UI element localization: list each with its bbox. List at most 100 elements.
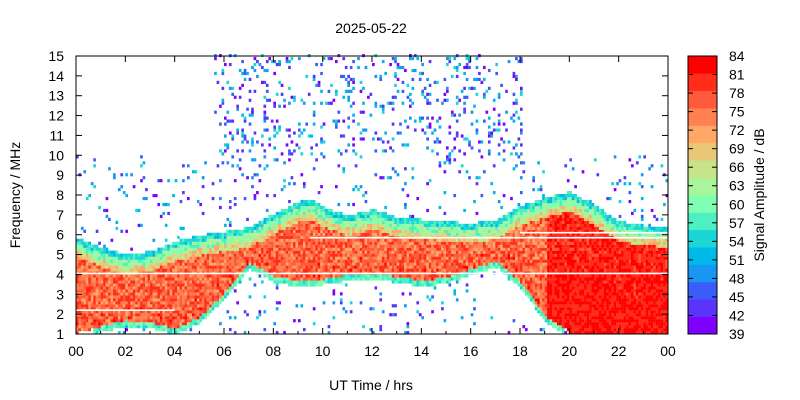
heatmap-cell <box>359 262 363 266</box>
heatmap-cell <box>409 238 412 242</box>
heatmap-cell <box>140 280 143 284</box>
heatmap-cell <box>453 250 457 254</box>
heatmap-cell <box>307 268 311 272</box>
heatmap-cell <box>85 250 89 254</box>
heatmap-cell <box>154 316 158 320</box>
heatmap-cell <box>305 268 309 272</box>
heatmap-cell <box>320 208 323 213</box>
heatmap-cell <box>76 307 79 311</box>
heatmap-cell <box>113 277 116 281</box>
heatmap-cell <box>167 247 170 251</box>
heatmap-cell <box>256 74 259 79</box>
heatmap-cell <box>283 161 286 165</box>
heatmap-cell <box>413 244 417 248</box>
heatmap-cell <box>492 122 496 126</box>
heatmap-cell <box>187 250 190 254</box>
heatmap-cell <box>221 235 225 239</box>
heatmap-cell <box>322 301 326 305</box>
heatmap-cell <box>256 250 259 254</box>
heatmap-cell <box>495 241 498 245</box>
heatmap-cell <box>359 301 363 305</box>
heatmap-cell <box>100 328 104 332</box>
heatmap-cell <box>270 119 274 123</box>
heatmap-cell <box>184 310 188 314</box>
heatmap-cell <box>505 256 508 260</box>
heatmap-cell <box>142 286 146 290</box>
heatmap-cell <box>206 304 210 308</box>
heatmap-cell <box>206 250 210 254</box>
heatmap-cell <box>256 262 259 266</box>
heatmap-cell <box>290 229 294 233</box>
heatmap-cell <box>201 289 205 293</box>
heatmap-cell <box>120 319 124 323</box>
heatmap-cell <box>349 250 353 254</box>
heatmap-cell <box>280 229 284 233</box>
heatmap-cell <box>191 274 195 278</box>
heatmap-cell <box>458 149 461 153</box>
heatmap-cell <box>125 319 128 323</box>
heatmap-cell <box>300 268 304 272</box>
heatmap-cell <box>275 220 279 224</box>
heatmap-cell <box>256 232 259 236</box>
heatmap-cell <box>310 244 313 248</box>
heatmap-cell <box>159 292 163 296</box>
heatmap-cell <box>411 238 415 242</box>
heatmap-cell <box>450 277 454 281</box>
heatmap-cell <box>211 262 215 266</box>
heatmap-cell <box>295 202 299 207</box>
heatmap-cell <box>110 238 114 242</box>
heatmap-cell <box>409 262 412 266</box>
heatmap-cell <box>376 268 380 272</box>
heatmap-cell <box>122 295 126 299</box>
heatmap-cell <box>238 250 242 254</box>
heatmap-cell <box>142 283 146 287</box>
heatmap-cell <box>302 244 306 248</box>
heatmap-cell <box>164 325 168 329</box>
heatmap-cell <box>485 223 489 227</box>
heatmap-cell <box>216 295 220 299</box>
heatmap-cell <box>268 229 272 233</box>
heatmap-cell <box>201 298 205 302</box>
heatmap-cell <box>80 259 84 263</box>
heatmap-cell <box>394 74 397 79</box>
heatmap-cell <box>191 262 195 266</box>
heatmap-cell <box>441 307 444 311</box>
heatmap-cell <box>177 325 180 329</box>
heatmap-cell <box>182 325 185 329</box>
heatmap-cell <box>157 283 161 287</box>
heatmap-cell <box>359 89 363 93</box>
heatmap-cell <box>463 265 466 269</box>
heatmap-cell <box>268 256 272 260</box>
heatmap-cell <box>85 196 89 201</box>
heatmap-cell <box>288 277 291 281</box>
heatmap-cell <box>404 223 407 227</box>
heatmap-cell <box>209 292 212 296</box>
heatmap-cell <box>78 241 82 245</box>
heatmap-cell <box>460 134 464 138</box>
heatmap-cell <box>330 223 333 227</box>
heatmap-cell <box>478 247 481 251</box>
heatmap-cell <box>391 214 395 219</box>
heatmap-cell <box>283 262 286 266</box>
heatmap-cell <box>463 244 466 248</box>
heatmap-cell <box>76 331 79 335</box>
heatmap-cell <box>443 226 447 230</box>
heatmap-cell <box>317 208 321 213</box>
heatmap-cell <box>179 256 183 260</box>
heatmap-cell <box>349 265 353 269</box>
heatmap-cell <box>293 253 296 257</box>
heatmap-cell <box>497 128 501 132</box>
heatmap-cell <box>182 301 185 305</box>
heatmap-cell <box>278 235 281 239</box>
heatmap-cell <box>135 316 138 320</box>
heatmap-cell <box>120 280 124 284</box>
heatmap-cell <box>448 274 452 278</box>
heatmap-cell <box>110 256 114 260</box>
heatmap-cell <box>93 316 96 320</box>
heatmap-cell <box>396 232 400 236</box>
heatmap-cell <box>349 274 353 278</box>
heatmap-cell <box>502 238 506 242</box>
heatmap-cell <box>458 226 461 230</box>
heatmap-cell <box>135 286 138 290</box>
heatmap-cell <box>130 325 133 329</box>
